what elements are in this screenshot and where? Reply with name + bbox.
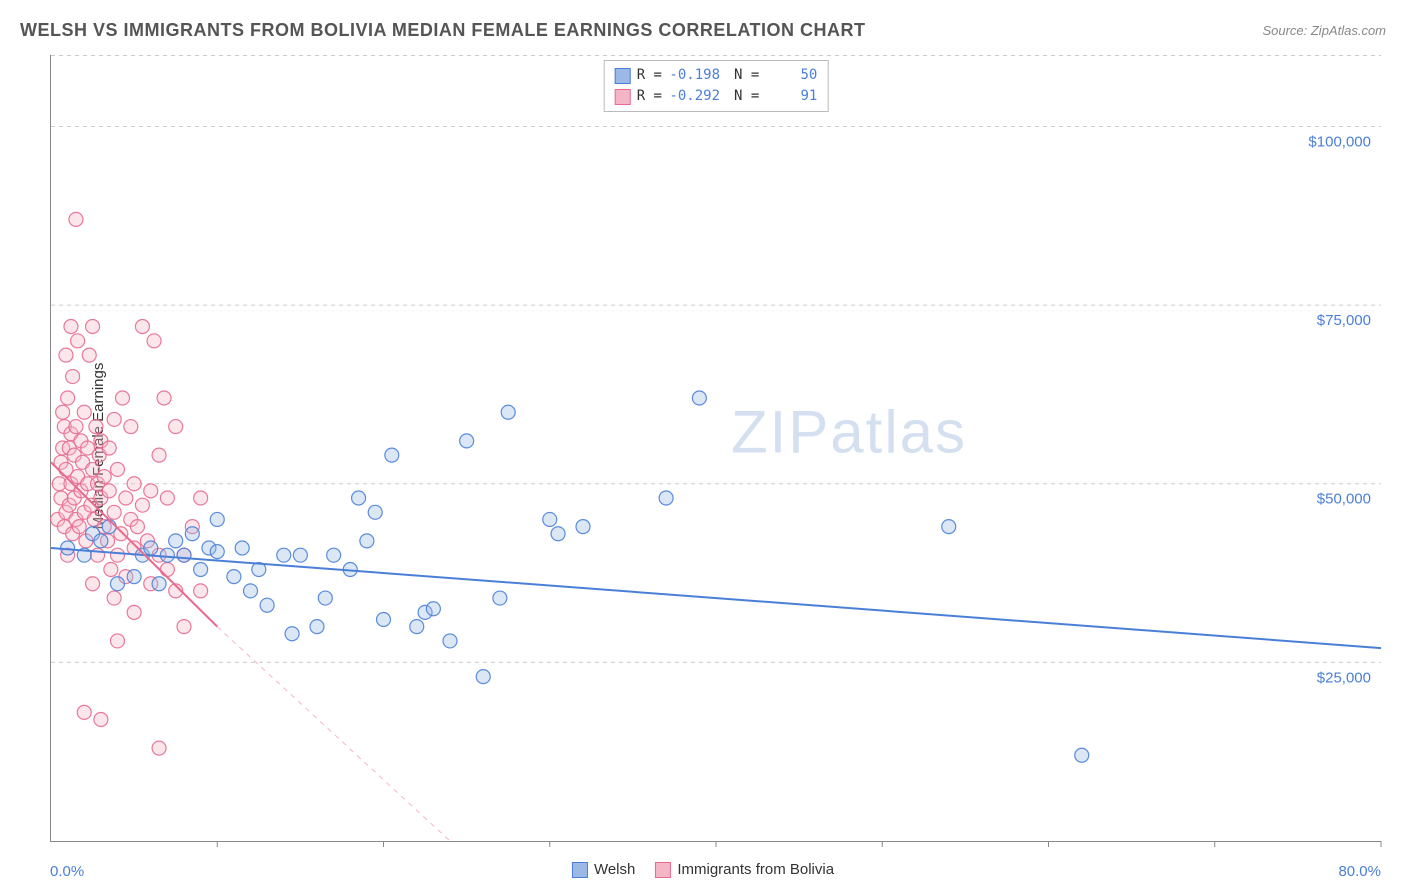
svg-text:$25,000: $25,000	[1317, 669, 1371, 686]
correlation-legend: R = -0.198 N = 50 R = -0.292 N = 91	[604, 60, 829, 112]
svg-text:$75,000: $75,000	[1317, 312, 1371, 329]
chart-title: WELSH VS IMMIGRANTS FROM BOLIVIA MEDIAN …	[20, 20, 865, 41]
scatter-svg: $25,000 $50,000 $75,000 $100,000	[51, 55, 1381, 841]
r-label: R =	[637, 86, 662, 107]
legend-row-bolivia: R = -0.292 N = 91	[615, 86, 818, 107]
swatch-welsh	[615, 68, 631, 84]
chart-header: WELSH VS IMMIGRANTS FROM BOLIVIA MEDIAN …	[20, 20, 1386, 41]
svg-text:$50,000: $50,000	[1317, 491, 1371, 508]
legend-item-bolivia: Immigrants from Bolivia	[655, 861, 834, 878]
r-value-welsh: -0.198	[668, 65, 720, 86]
r-label: R =	[637, 65, 662, 86]
series-legend: Welsh Immigrants from Bolivia	[572, 861, 834, 878]
n-label: N =	[734, 86, 759, 107]
n-value-bolivia: 91	[765, 86, 817, 107]
legend-label-welsh: Welsh	[594, 861, 635, 878]
swatch-bolivia	[655, 862, 671, 878]
svg-text:$100,000: $100,000	[1308, 133, 1371, 150]
legend-label-bolivia: Immigrants from Bolivia	[677, 861, 834, 878]
legend-row-welsh: R = -0.198 N = 50	[615, 65, 818, 86]
source-label: Source: ZipAtlas.com	[1262, 23, 1386, 38]
x-min-label: 0.0%	[50, 863, 84, 880]
swatch-welsh	[572, 862, 588, 878]
n-label: N =	[734, 65, 759, 86]
swatch-bolivia	[615, 89, 631, 105]
x-max-label: 80.0%	[1338, 863, 1381, 880]
legend-item-welsh: Welsh	[572, 861, 635, 878]
chart-plot-area: $25,000 $50,000 $75,000 $100,000 R = -0.198…	[50, 55, 1381, 842]
n-value-welsh: 50	[765, 65, 817, 86]
r-value-bolivia: -0.292	[668, 86, 720, 107]
